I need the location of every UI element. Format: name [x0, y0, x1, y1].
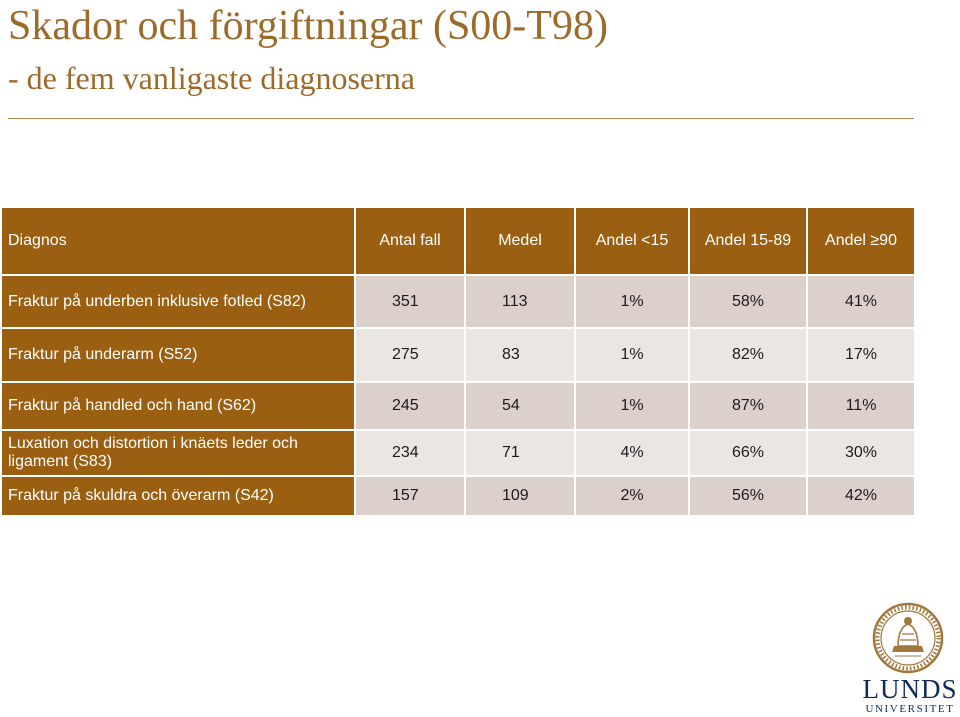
andel-15-89-cell: 66%: [690, 431, 806, 475]
andel-90-plus-cell: 41%: [808, 276, 914, 327]
andel-under-15-cell: 1%: [576, 383, 688, 429]
diagnos-cell: Fraktur på underarm (S52): [2, 329, 354, 381]
antal-cell: 234: [356, 431, 464, 475]
slide-subtitle: - de fem vanligaste diagnoserna: [8, 60, 415, 96]
table-row: Fraktur på underarm (S52) 275 83 1% 82% …: [2, 329, 914, 381]
antal-cell: 275: [356, 329, 464, 381]
slide-title: Skador och förgiftningar (S00-T98): [8, 3, 608, 49]
table-row: Fraktur på skuldra och överarm (S42) 157…: [2, 477, 914, 515]
header-andel-under-15: Andel <15: [576, 208, 688, 274]
andel-15-89-cell: 56%: [690, 477, 806, 515]
diagnos-cell: Fraktur på skuldra och överarm (S42): [2, 477, 354, 515]
andel-under-15-cell: 4%: [576, 431, 688, 475]
medel-cell: 83: [466, 329, 574, 381]
antal-cell: 245: [356, 383, 464, 429]
andel-15-89-cell: 82%: [690, 329, 806, 381]
header-antal-fall: Antal fall: [356, 208, 464, 274]
diagnos-cell: Fraktur på underben inklusive fotled (S8…: [2, 276, 354, 327]
logo-subtitle: UNIVERSITET: [865, 703, 955, 715]
header-diagnos: Diagnos: [2, 208, 354, 274]
diagnosis-table: Diagnos Antal fall Medel Andel <15 Andel…: [0, 206, 916, 517]
andel-15-89-cell: 58%: [690, 276, 806, 327]
table-row: Luxation och distortion i knäets leder o…: [2, 431, 914, 475]
andel-90-plus-cell: 42%: [808, 477, 914, 515]
logo-name: LUNDS: [862, 674, 958, 704]
andel-90-plus-cell: 17%: [808, 329, 914, 381]
header-medel: Medel: [466, 208, 574, 274]
medel-cell: 54: [466, 383, 574, 429]
andel-15-89-cell: 87%: [690, 383, 806, 429]
university-seal-icon: [872, 602, 944, 674]
andel-under-15-cell: 1%: [576, 276, 688, 327]
university-logo: LUNDS UNIVERSITET: [862, 676, 958, 716]
table-row: Fraktur på handled och hand (S62) 245 54…: [2, 383, 914, 429]
diagnos-cell: Fraktur på handled och hand (S62): [2, 383, 354, 429]
antal-cell: 351: [356, 276, 464, 327]
diagnos-cell: Luxation och distortion i knäets leder o…: [2, 431, 354, 475]
medel-cell: 109: [466, 477, 574, 515]
andel-90-plus-cell: 11%: [808, 383, 914, 429]
header-andel-15-89: Andel 15-89: [690, 208, 806, 274]
title-divider: [8, 118, 914, 119]
andel-90-plus-cell: 30%: [808, 431, 914, 475]
table-row: Fraktur på underben inklusive fotled (S8…: [2, 276, 914, 327]
antal-cell: 157: [356, 477, 464, 515]
medel-cell: 71: [466, 431, 574, 475]
header-andel-90-plus: Andel ≥90: [808, 208, 914, 274]
andel-under-15-cell: 2%: [576, 477, 688, 515]
andel-under-15-cell: 1%: [576, 329, 688, 381]
medel-cell: 113: [466, 276, 574, 327]
table-header-row: Diagnos Antal fall Medel Andel <15 Andel…: [2, 208, 914, 274]
